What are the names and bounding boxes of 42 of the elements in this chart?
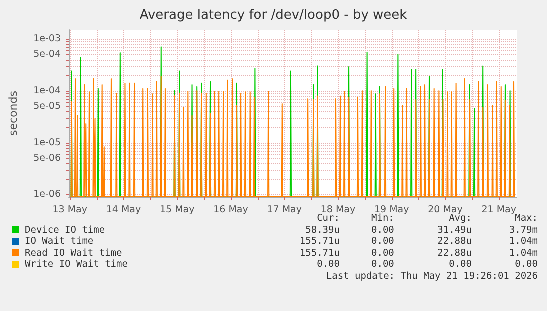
y-axis-title: seconds <box>7 90 20 136</box>
legend-label: Write IO Wait time <box>24 259 129 270</box>
legend-label: Read IO Wait time <box>24 248 124 259</box>
text: 155.71u <box>298 248 341 259</box>
text: 0.00 <box>448 259 473 270</box>
text: 58.39u <box>304 224 341 236</box>
x-tick-label: 21 May <box>482 204 517 216</box>
text: 1.04m <box>508 236 539 248</box>
text: 22.88u <box>436 236 473 248</box>
y-tick-label: 1e-04 <box>34 85 61 96</box>
text: 0.00 <box>370 259 396 270</box>
text: 155.71u <box>298 236 341 248</box>
text: 3.79m <box>508 224 539 236</box>
text: Cur: <box>317 213 340 224</box>
x-tick-label: 20 May <box>428 204 464 216</box>
y-tick-label: 1e-06 <box>34 189 61 200</box>
text: Max: <box>515 213 539 224</box>
text: Avg: <box>449 213 472 224</box>
text: 0.00 <box>370 224 396 236</box>
x-tick-label: 15 May <box>160 204 196 216</box>
x-tick-label: 17 May <box>267 204 302 216</box>
x-tick-label: 18 May <box>320 204 356 216</box>
legend-label: Device IO time <box>24 224 106 236</box>
x-tick-label: 14 May <box>106 204 142 216</box>
y-tick-label: 1e-05 <box>34 137 61 148</box>
text: 0.00 <box>370 236 396 248</box>
x-tick-label: 16 May <box>214 204 249 216</box>
text: Min: <box>372 213 394 224</box>
y-tick-label: 1e-03 <box>34 34 61 45</box>
text: 0.00 <box>316 259 341 270</box>
x-tick-label: 13 May <box>52 204 88 216</box>
y-tick-label: 5e-05 <box>34 101 61 112</box>
text: 22.88u <box>436 248 473 259</box>
text: Last update: Thu May 21 19:26:01 2026 <box>325 270 539 282</box>
y-tick-label: 5e-06 <box>34 152 61 164</box>
chart-title: Average latency for /dev/loop0 - by week <box>140 8 408 23</box>
text: 31.49u <box>436 224 473 236</box>
text: 0.00 <box>370 248 396 259</box>
y-tick-label: 5e-04 <box>34 49 61 60</box>
text: 0.00 <box>514 259 539 270</box>
legend-label: IO Wait time <box>24 236 95 248</box>
text: 1.04m <box>508 248 539 259</box>
